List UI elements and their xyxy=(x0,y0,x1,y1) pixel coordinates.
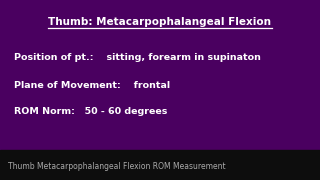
Text: Position of pt.:    sitting, forearm in supinaton: Position of pt.: sitting, forearm in sup… xyxy=(14,53,261,62)
Text: ROM Norm:   50 - 60 degrees: ROM Norm: 50 - 60 degrees xyxy=(14,107,167,116)
Text: Thumb: Metacarpophalangeal Flexion: Thumb: Metacarpophalangeal Flexion xyxy=(49,17,271,27)
Text: Plane of Movement:    frontal: Plane of Movement: frontal xyxy=(14,80,170,89)
Bar xyxy=(0,150,320,180)
Text: Thumb Metacarpophalangeal Flexion ROM Measurement: Thumb Metacarpophalangeal Flexion ROM Me… xyxy=(8,162,226,171)
